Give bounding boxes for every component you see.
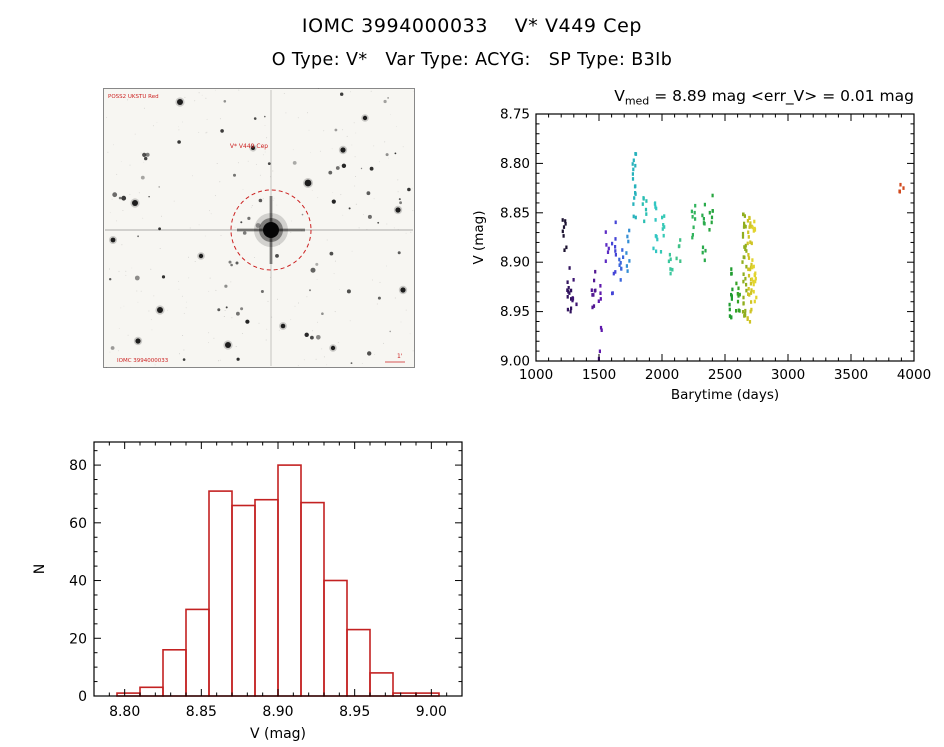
lightcurve-points bbox=[561, 152, 905, 361]
svg-text:3500: 3500 bbox=[834, 367, 868, 383]
svg-text:80: 80 bbox=[69, 458, 87, 474]
svg-text:8.95: 8.95 bbox=[500, 304, 530, 320]
lightcurve-title: Vmed = 8.89 mag <err_V> = 0.01 mag bbox=[614, 87, 914, 108]
svg-text:8.75: 8.75 bbox=[500, 107, 530, 123]
svg-text:2500: 2500 bbox=[708, 367, 742, 383]
histogram-axes bbox=[93, 441, 463, 697]
svg-text:8.90: 8.90 bbox=[500, 255, 530, 271]
svg-text:1500: 1500 bbox=[582, 367, 616, 383]
lightcurve-chart: 1000 1500 2000 2500 3000 3500 4000 8.75 8.80 8.85… bbox=[468, 84, 944, 414]
svg-text:20: 20 bbox=[69, 631, 87, 647]
chart-bottom-label: IOMC 3994000033 bbox=[117, 358, 169, 364]
target-label: V* V449 Cep bbox=[230, 143, 268, 150]
histogram-svg: 8.80 8.85 8.90 8.95 9.00 0 20 40 60 80 V (mag) N bbox=[32, 441, 463, 742]
central-star bbox=[105, 90, 413, 366]
lightcurve-axes bbox=[535, 113, 915, 362]
histogram-tick-labels: 8.80 8.85 8.90 8.95 9.00 0 20 40 60 80 bbox=[69, 458, 447, 720]
histogram-xlabel: V (mag) bbox=[250, 726, 306, 742]
svg-text:40: 40 bbox=[69, 574, 87, 590]
finding-chart-frame bbox=[103, 88, 415, 368]
svg-text:8.95: 8.95 bbox=[339, 704, 370, 720]
svg-text:8.85: 8.85 bbox=[186, 704, 217, 720]
svg-text:8.85: 8.85 bbox=[500, 205, 530, 221]
svg-text:2000: 2000 bbox=[645, 367, 679, 383]
svg-text:0: 0 bbox=[78, 689, 87, 705]
svg-text:60: 60 bbox=[69, 516, 87, 532]
svg-text:3000: 3000 bbox=[771, 367, 805, 383]
svg-text:9.00: 9.00 bbox=[416, 704, 447, 720]
svg-text:8.90: 8.90 bbox=[262, 704, 293, 720]
svg-text:8.80: 8.80 bbox=[500, 156, 530, 172]
lightcurve-svg: 1000 1500 2000 2500 3000 3500 4000 8.75 8.80 8.85… bbox=[471, 87, 931, 403]
lightcurve-xlabel: Barytime (days) bbox=[671, 387, 779, 403]
finding-chart: POSS2 UKSTU Red V* V449 Cep IOMC 399400003… bbox=[103, 88, 415, 368]
svg-text:1000: 1000 bbox=[519, 367, 553, 383]
finding-chart-image: POSS2 UKSTU Red V* V449 Cep IOMC 399400003… bbox=[103, 88, 415, 368]
lightcurve-tick-labels: 1000 1500 2000 2500 3000 3500 4000 8.75 8.80 8.85… bbox=[500, 107, 931, 384]
target-circle bbox=[230, 189, 312, 271]
starfield-noise bbox=[105, 88, 414, 368]
histogram-chart: 8.80 8.85 8.90 8.95 9.00 0 20 40 60 80 V (mag) N bbox=[22, 430, 492, 747]
scale-label: 1' bbox=[397, 353, 403, 360]
page-title: IOMC 3994000033 V* V449 Cep bbox=[301, 15, 643, 37]
svg-text:8.80: 8.80 bbox=[109, 704, 140, 720]
lightcurve-ylabel: V (mag) bbox=[471, 210, 487, 264]
starfield-stars bbox=[109, 92, 411, 364]
page-subtitle: O Type: V* Var Type: ACYG: SP Type: B3Ib bbox=[271, 50, 673, 70]
svg-text:4000: 4000 bbox=[897, 367, 931, 383]
histogram-bars bbox=[116, 464, 440, 697]
survey-label: POSS2 UKSTU Red bbox=[108, 94, 159, 100]
histogram-ylabel: N bbox=[32, 564, 48, 574]
svg-text:9.00: 9.00 bbox=[500, 354, 530, 370]
